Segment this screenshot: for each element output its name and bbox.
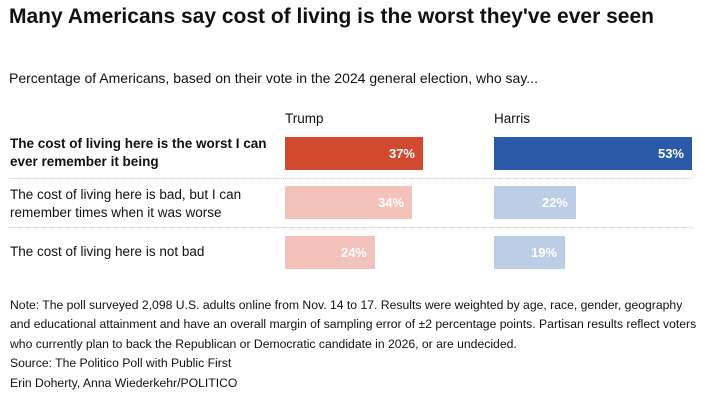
bar-harris-2: 22% (494, 186, 576, 219)
bar-value-label: 19% (530, 245, 557, 260)
row-label-worst: The cost of living here is the worst I c… (10, 136, 267, 169)
bar-trump-1: 37% (285, 137, 423, 170)
bar-harris-1: 53% (494, 137, 692, 170)
bar-trump-3: 24% (285, 236, 375, 269)
bar-harris-3: 19% (494, 236, 565, 269)
bar-value-label: 22% (541, 195, 568, 210)
column-header-harris: Harris (494, 111, 530, 126)
chart-title: Many Americans say cost of living is the… (9, 5, 654, 28)
row-label-not-bad: The cost of living here is not bad (10, 244, 205, 259)
column-header-trump: Trump (285, 111, 324, 126)
row-label-bad-but-worse-before: The cost of living here is bad, but I ca… (10, 187, 242, 220)
bar-value-label: 34% (377, 195, 404, 210)
row-divider (10, 178, 692, 179)
source-text: Source: The Politico Poll with Public Fi… (10, 356, 232, 371)
note-text: Note: The poll surveyed 2,098 U.S. adult… (10, 298, 697, 351)
bar-trump-2: 34% (285, 186, 412, 219)
notes-block: Note: The poll surveyed 2,098 U.S. adult… (10, 296, 698, 393)
credit-text: Erin Doherty, Anna Wiederkehr/POLITICO (10, 375, 238, 390)
bar-value-label: 24% (340, 245, 367, 260)
chart-subtitle: Percentage of Americans, based on their … (9, 70, 538, 86)
bar-value-label: 53% (657, 146, 684, 161)
row-divider (10, 227, 692, 228)
bar-value-label: 37% (388, 146, 415, 161)
